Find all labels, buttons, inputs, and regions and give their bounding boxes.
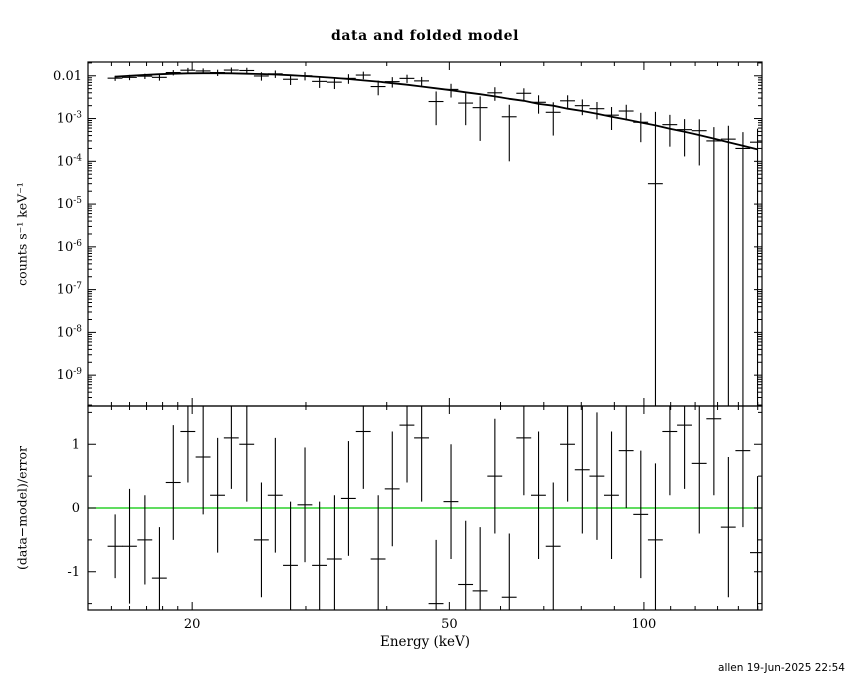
svg-text:10-6: 10-6 [57, 239, 83, 255]
svg-text:50: 50 [441, 617, 458, 632]
svg-text:-1: -1 [67, 565, 80, 580]
x-axis-label: Energy (keV) [379, 634, 470, 650]
svg-text:20: 20 [184, 617, 201, 632]
svg-text:10-5: 10-5 [57, 196, 83, 212]
svg-text:10-3: 10-3 [57, 111, 83, 127]
svg-text:0.01: 0.01 [53, 69, 82, 84]
plot-footer-timestamp: allen 19-Jun-2025 22:54 [718, 662, 845, 674]
svg-text:10-8: 10-8 [57, 324, 83, 340]
svg-text:100: 100 [632, 617, 657, 632]
svg-text:10-9: 10-9 [57, 367, 83, 383]
svg-text:10-7: 10-7 [57, 282, 83, 298]
plot-title: data and folded model [331, 28, 519, 44]
svg-text:0: 0 [72, 501, 80, 516]
svg-text:10-4: 10-4 [57, 153, 83, 169]
svg-text:1: 1 [72, 437, 80, 452]
